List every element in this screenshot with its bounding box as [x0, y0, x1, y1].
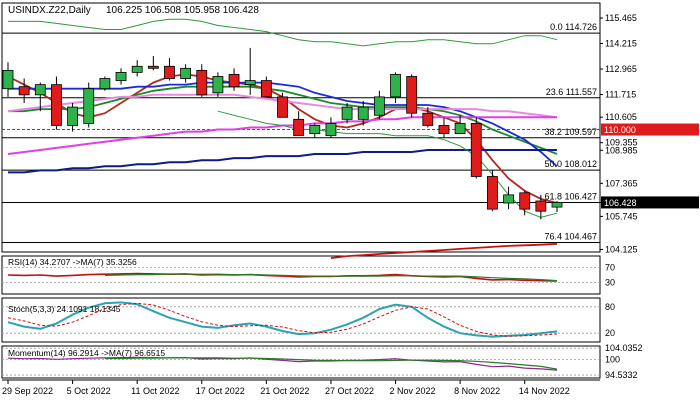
- x-axis-tick-label: 14 Nov 2022: [519, 386, 570, 396]
- candle-body: [357, 106, 369, 120]
- candle-body: [34, 84, 46, 96]
- rsi-series-line: [7, 272, 558, 282]
- fib-level-label: 61.8 106.427: [544, 191, 597, 201]
- fib-level-label: 38.2 109.597: [544, 127, 597, 137]
- candle-body: [196, 69, 208, 96]
- fib-level-label: 50.0 108.012: [544, 159, 597, 169]
- pane-frame-price: [1, 2, 601, 253]
- y-axis-tick-label: 111.715: [605, 90, 636, 100]
- candle-body: [212, 76, 224, 94]
- rsi-axis-label: 70: [605, 262, 615, 272]
- x-axis-tick-label: 17 Oct 2022: [196, 386, 245, 396]
- candle-body: [293, 118, 305, 137]
- momentum-axis-label: 100: [605, 355, 620, 365]
- candle-body: [83, 88, 95, 124]
- level-price-marker-label: 110.000: [604, 125, 636, 135]
- level-price-marker: [601, 123, 699, 136]
- y-axis-tick-label: 110.605: [605, 112, 637, 122]
- x-axis-tick-label: 5 Oct 2022: [67, 386, 111, 396]
- candle-body: [180, 67, 192, 79]
- candle-body: [260, 80, 272, 98]
- candle-body: [470, 123, 482, 177]
- candle-body: [67, 106, 78, 126]
- fib-level-label: 23.6 111.557: [546, 87, 597, 97]
- candle-body: [244, 80, 256, 86]
- x-axis-tick-label: 8 Nov 2022: [454, 386, 500, 396]
- current-price-marker: [601, 196, 699, 209]
- x-axis-tick-label: 29 Sep 2022: [2, 386, 53, 396]
- pane-frame-stoch: [1, 297, 601, 343]
- candle-body: [164, 65, 175, 79]
- candle-body: [551, 202, 563, 208]
- candle-body: [51, 84, 62, 126]
- candle-body: [115, 71, 127, 81]
- current-price-marker-label: 106.428: [604, 198, 637, 208]
- momentum-series-line: [7, 356, 558, 371]
- momentum-axis-label: 104.0352: [605, 343, 643, 353]
- candle-body: [131, 65, 143, 73]
- y-axis-tick-label: 107.365: [605, 178, 638, 188]
- moving-average-line: [8, 149, 557, 174]
- fib-level-label: 76.4 104.467: [544, 231, 597, 241]
- pane-frame-momentum: [1, 345, 601, 379]
- stoch-series-line: [7, 302, 558, 337]
- candle-body: [519, 192, 531, 210]
- x-axis-tick-label: 2 Nov 2022: [390, 386, 436, 396]
- candle-body: [228, 74, 240, 88]
- fib-level-label: 0.0 114.726: [550, 22, 597, 32]
- stoch-axis-label: 20: [605, 328, 615, 338]
- x-axis-tick-label: 27 Oct 2022: [325, 386, 374, 396]
- candle-body: [373, 96, 385, 116]
- candle-body: [503, 194, 514, 204]
- y-axis-tick-label: 115.465: [605, 13, 637, 23]
- momentum-axis-label: 94.5332: [605, 370, 638, 380]
- candle-body: [325, 123, 337, 137]
- candle-body: [18, 86, 30, 96]
- candle-body: [422, 112, 434, 126]
- x-axis-tick-label: 11 Oct 2022: [131, 386, 179, 396]
- candle-body: [390, 74, 401, 98]
- bollinger-upper-line: [8, 18, 558, 47]
- candle-body: [99, 78, 111, 90]
- momentum-series-line: [104, 357, 558, 370]
- y-axis-tick-label: 108.985: [605, 145, 638, 155]
- stoch-axis-label: 80: [605, 302, 615, 312]
- y-axis-tick-label: 105.745: [605, 211, 638, 221]
- candle-body: [309, 125, 321, 135]
- candle-body: [341, 106, 353, 120]
- rsi-axis-label: 30: [605, 278, 615, 288]
- candle-body: [438, 125, 450, 135]
- candle-body: [454, 123, 466, 135]
- candle-body: [2, 69, 14, 90]
- pane-frame-rsi: [1, 255, 601, 295]
- y-axis-tick-label: 114.215: [605, 39, 637, 49]
- candle-body: [147, 65, 159, 69]
- candle-body: [406, 76, 418, 114]
- candle-body: [535, 200, 547, 212]
- x-axis-tick-label: 21 Oct 2022: [260, 386, 309, 396]
- moving-average-line: [330, 242, 558, 259]
- stoch-series-line: [7, 301, 558, 338]
- candle-body: [277, 96, 288, 118]
- y-axis-tick-label: 109.355: [605, 138, 638, 148]
- y-axis-tick-label: 104.125: [605, 244, 638, 254]
- bollinger-lower-line: [217, 110, 558, 218]
- rsi-series-line: [104, 273, 558, 282]
- candle-body: [487, 176, 498, 210]
- y-axis-tick-label: 112.965: [605, 64, 637, 74]
